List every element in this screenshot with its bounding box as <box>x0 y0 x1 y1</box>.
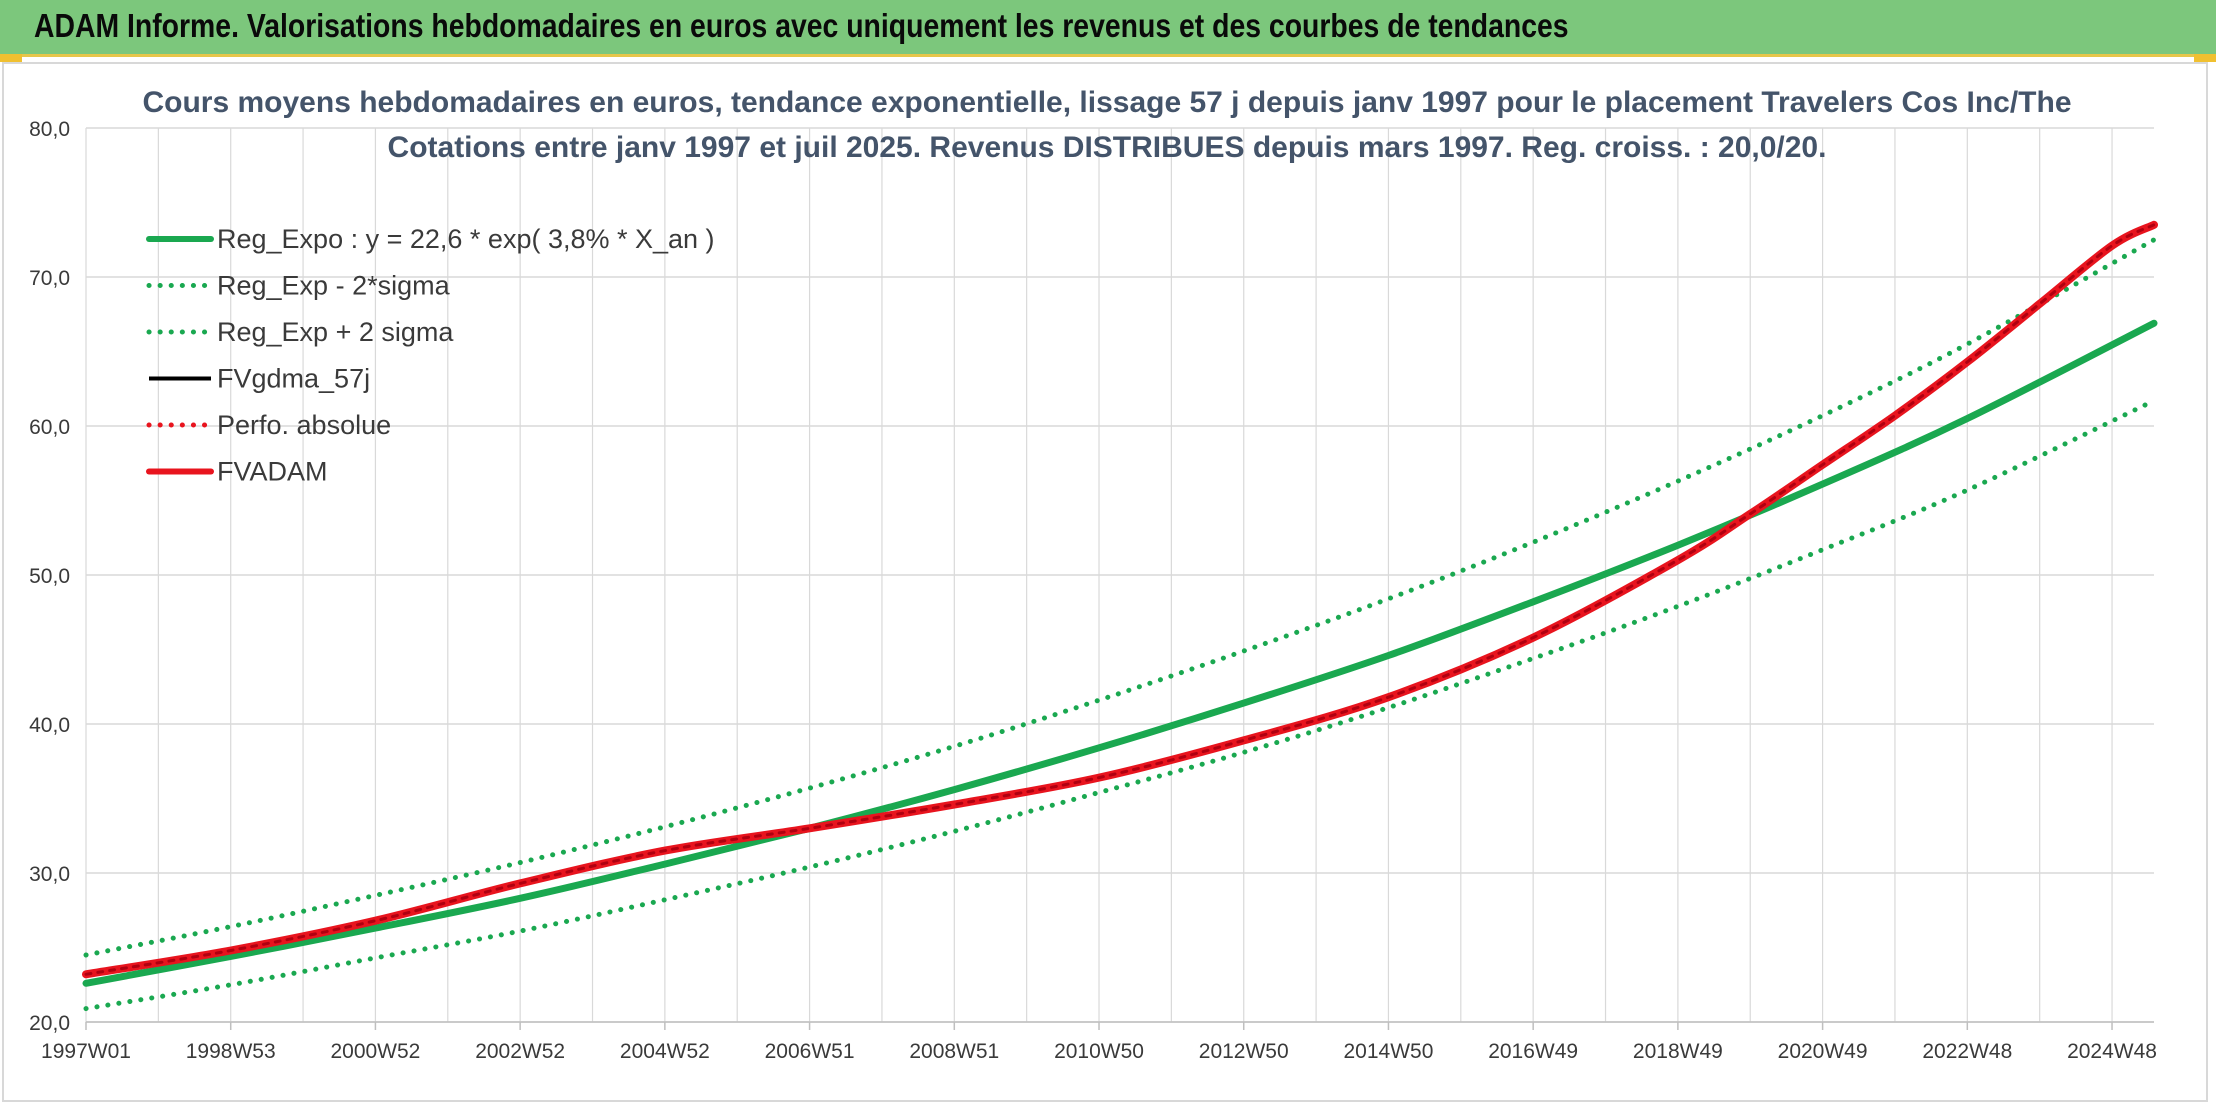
series-line-0 <box>82 319 2158 987</box>
legend-label: FVgdma_57j <box>217 364 370 394</box>
series-line-2 <box>83 237 2157 958</box>
x-tick-label: 2020W49 <box>1778 1040 1868 1063</box>
x-tick-label: 2010W50 <box>1054 1040 1144 1063</box>
series-line-1 <box>83 398 2157 1012</box>
legend-label: FVADAM <box>217 457 328 487</box>
x-tick-label: 2002W52 <box>475 1040 565 1063</box>
grid <box>85 127 2154 1023</box>
x-tick-label: 2024W48 <box>2067 1040 2157 1063</box>
x-tick-label: 1998W53 <box>186 1040 276 1063</box>
corner-mark-left <box>0 54 22 62</box>
x-tick-label: 2004W52 <box>620 1040 710 1063</box>
legend-label: Reg_Expo : y = 22,6 * exp( 3,8% * X_an ) <box>217 224 715 254</box>
header-bar: ADAM Informe. Valorisations hebdomadaire… <box>0 0 2216 57</box>
x-tick-label: 2008W51 <box>909 1040 999 1063</box>
y-tick-label: 20,0 <box>29 1012 70 1035</box>
y-tick-label: 60,0 <box>29 416 70 439</box>
y-tick-label: 50,0 <box>29 565 70 588</box>
x-tick-label: 1997W01 <box>41 1040 131 1063</box>
series-texture <box>84 223 2156 976</box>
x-tick-label: 2018W49 <box>1633 1040 1723 1063</box>
x-tick-label: 2000W52 <box>330 1040 420 1063</box>
page-title: ADAM Informe. Valorisations hebdomadaire… <box>34 7 1569 44</box>
line-chart: Cours moyens hebdomadaires en euros, ten… <box>29 86 2158 1063</box>
y-tick-label: 30,0 <box>29 863 70 886</box>
legend: Reg_Expo : y = 22,6 * exp( 3,8% * X_an )… <box>146 224 715 487</box>
corner-mark-right <box>2194 54 2216 62</box>
x-tick-label: 2006W51 <box>765 1040 855 1063</box>
y-tick-label: 40,0 <box>29 714 70 737</box>
x-tick-label: 2014W50 <box>1343 1040 1433 1063</box>
series-group <box>82 220 2158 1012</box>
axes: 20,0 30,0 40,0 50,0 60,0 70,0 80,0 1997W01 1998W… <box>29 118 2157 1063</box>
y-tick-label: 70,0 <box>29 267 70 290</box>
legend-label: Reg_Exp + 2 sigma <box>217 317 454 347</box>
legend-label: Perfo. absolue <box>217 410 391 440</box>
x-tick-label: 2012W50 <box>1199 1040 1289 1063</box>
legend-label: Reg_Exp - 2*sigma <box>217 271 451 301</box>
x-tick-label: 2016W49 <box>1488 1040 1578 1063</box>
y-tick-label: 80,0 <box>29 118 70 141</box>
chart-area: Cours moyens hebdomadaires en euros, ten… <box>2 62 2208 1102</box>
chart-title-line1: Cours moyens hebdomadaires en euros, ten… <box>142 86 2071 119</box>
chart-title-group: Cours moyens hebdomadaires en euros, ten… <box>142 86 2071 164</box>
x-tick-label: 2022W48 <box>1922 1040 2012 1063</box>
chart-title-line2: Cotations entre janv 1997 et juil 2025. … <box>388 131 1827 164</box>
